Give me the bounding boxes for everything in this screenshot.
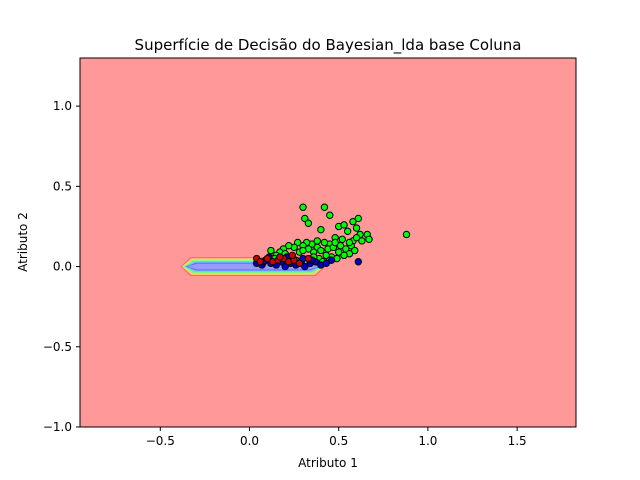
data-point <box>301 262 309 271</box>
data-point <box>317 225 325 234</box>
data-point <box>304 219 313 227</box>
y-axis-label: Atributo 2 <box>16 212 30 272</box>
x-axis-label: Atributo 1 <box>298 456 358 470</box>
data-point <box>299 203 307 211</box>
data-point <box>349 217 357 226</box>
data-point <box>335 248 343 256</box>
data-point <box>320 203 329 211</box>
data-point <box>331 238 339 247</box>
data-point <box>295 259 304 268</box>
y-tick-label: 0.0 <box>53 260 72 274</box>
data-point <box>352 224 361 232</box>
data-point <box>358 237 366 245</box>
data-point <box>340 251 348 260</box>
data-point <box>301 214 309 223</box>
plot-area <box>79 57 577 428</box>
data-point <box>313 237 321 245</box>
data-point <box>293 238 302 247</box>
data-point <box>317 246 325 255</box>
x-tick-label: 1.0 <box>418 434 437 448</box>
y-tick-label: −1.0 <box>43 420 72 434</box>
data-point <box>365 235 373 243</box>
data-point <box>343 227 352 235</box>
data-point <box>276 253 284 261</box>
data-point <box>320 238 329 247</box>
data-point <box>338 235 346 243</box>
data-point <box>299 246 307 255</box>
x-axis: −0.5 0.0 0.5 1.0 1.5 <box>146 427 527 448</box>
data-point <box>351 246 359 255</box>
data-point <box>327 256 336 264</box>
x-tick-label: 0.5 <box>329 434 348 448</box>
y-tick-label: −0.5 <box>43 340 72 354</box>
x-tick-label: 0.0 <box>240 434 259 448</box>
data-point <box>281 262 289 271</box>
data-point <box>288 251 297 260</box>
data-point <box>402 230 411 239</box>
data-point <box>263 254 272 263</box>
x-tick-label: 1.5 <box>508 434 527 448</box>
data-point <box>304 254 313 263</box>
data-point <box>322 259 330 268</box>
data-point <box>352 233 361 242</box>
data-point <box>354 214 363 223</box>
data-point <box>322 251 330 260</box>
data-point <box>326 211 334 219</box>
plot-frame <box>79 57 577 428</box>
data-point <box>340 221 348 229</box>
data-point <box>345 238 354 247</box>
data-point <box>256 258 264 266</box>
data-point <box>285 242 293 250</box>
y-axis: −1.0 −0.5 0.0 0.5 1.0 <box>43 99 80 434</box>
y-tick-label: 0.5 <box>53 179 72 193</box>
data-point <box>354 258 363 266</box>
chart-title: Superfície de Decisão do Bayesian_lda ba… <box>135 36 522 55</box>
data-point <box>267 246 275 255</box>
x-tick-label: −0.5 <box>146 434 175 448</box>
y-tick-label: 1.0 <box>53 99 72 113</box>
